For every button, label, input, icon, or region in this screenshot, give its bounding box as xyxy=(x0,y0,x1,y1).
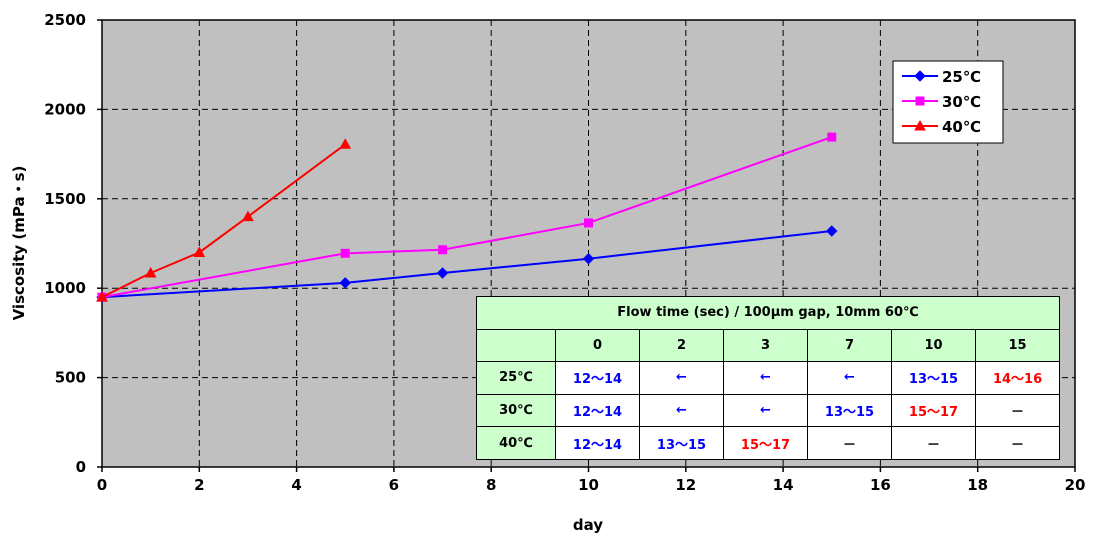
table-cell: － xyxy=(974,393,1061,428)
table-cell: 15～17 xyxy=(723,426,808,460)
table-header-cell: 15 xyxy=(974,328,1061,363)
series-group xyxy=(96,132,838,303)
y-tick-label: 1500 xyxy=(44,190,86,208)
table-header-cell xyxy=(476,328,556,363)
table-cell: － xyxy=(807,426,892,460)
table-cell: 15～17 xyxy=(891,393,976,428)
table-cell: 14～16 xyxy=(974,361,1061,395)
x-tick-label: 8 xyxy=(486,476,496,494)
x-tick-label: 10 xyxy=(578,476,599,494)
y-tick-label: 1000 xyxy=(44,279,86,297)
table-row: 40℃ 12～14 13～15 15～17 －－－ xyxy=(476,426,1061,460)
table-header-cell: 0 xyxy=(555,328,640,363)
x-axis-title: day xyxy=(573,516,603,534)
table-row-label: 30℃ xyxy=(476,393,556,428)
table-title: Flow time (sec) / 100μm gap, 10mm 60℃ xyxy=(475,296,1061,330)
x-tick-label: 14 xyxy=(773,476,794,494)
data-point xyxy=(436,267,449,279)
table-cell: － xyxy=(974,426,1061,460)
table-row: 30℃ 12～14 ← ← 13～15 15～17 － xyxy=(476,393,1061,428)
table-header-cell: 7 xyxy=(807,328,892,363)
x-tick-label: 4 xyxy=(291,476,301,494)
table-cell: － xyxy=(891,426,976,460)
table-row: 25℃ 12～14 ← ← ← 13～15 14～16 xyxy=(476,361,1061,395)
x-tick-label: 18 xyxy=(967,476,988,494)
table-cell: ← xyxy=(723,393,808,428)
table-cell: ← xyxy=(723,361,808,395)
table-header-cell: 10 xyxy=(891,328,976,363)
table-cell: ← xyxy=(639,361,724,395)
table-cell: ← xyxy=(807,361,892,395)
y-tick-label: 0 xyxy=(76,458,86,476)
data-point xyxy=(96,291,108,302)
x-tick-label: 20 xyxy=(1065,476,1086,494)
data-point xyxy=(144,266,157,278)
data-point xyxy=(582,252,595,265)
legend-label: 30℃ xyxy=(942,93,981,111)
y-tick-label: 2500 xyxy=(44,11,86,29)
x-tick-label: 0 xyxy=(97,476,107,494)
data-point xyxy=(340,248,350,258)
data-point xyxy=(242,210,254,222)
x-tick-label: 12 xyxy=(675,476,696,494)
table-cell: 13～15 xyxy=(639,426,724,460)
table-cell: 13～15 xyxy=(891,361,976,395)
table-title-row: Flow time (sec) / 100μm gap, 10mm 60℃ xyxy=(475,296,1061,330)
table-header-cell: 3 xyxy=(723,328,808,363)
x-tick-label: 16 xyxy=(870,476,891,494)
x-tick-label: 2 xyxy=(194,476,204,494)
table-header-cell: 2 xyxy=(639,328,724,363)
data-point xyxy=(193,246,206,257)
data-point xyxy=(584,218,593,228)
legend-label: 40℃ xyxy=(942,118,981,136)
data-point xyxy=(827,132,837,142)
table-cell: ← xyxy=(639,393,724,428)
legend-marker xyxy=(914,119,926,131)
table-cell: 12～14 xyxy=(555,361,640,395)
legend: 25℃ 30℃ 40℃ xyxy=(892,60,1004,144)
table-row-label: 40℃ xyxy=(476,426,556,460)
legend-label: 25℃ xyxy=(942,68,981,86)
data-point xyxy=(339,277,351,289)
legend-marker xyxy=(914,70,926,82)
table-row-label: 25℃ xyxy=(476,361,556,395)
data-point xyxy=(339,138,352,149)
legend-marker xyxy=(915,96,925,106)
table-cell: 12～14 xyxy=(555,426,640,460)
table-cell: 13～15 xyxy=(807,393,892,428)
table-header-row: 0 2 3 7 10 15 xyxy=(476,328,1061,363)
y-tick-label: 500 xyxy=(55,369,86,387)
y-tick-label: 2000 xyxy=(44,100,86,118)
data-point xyxy=(826,225,838,237)
x-tick-label: 6 xyxy=(389,476,399,494)
table-cell: 12～14 xyxy=(555,393,640,428)
y-axis-title: Viscosity (mPa・s) xyxy=(10,166,28,321)
data-point xyxy=(438,245,448,255)
